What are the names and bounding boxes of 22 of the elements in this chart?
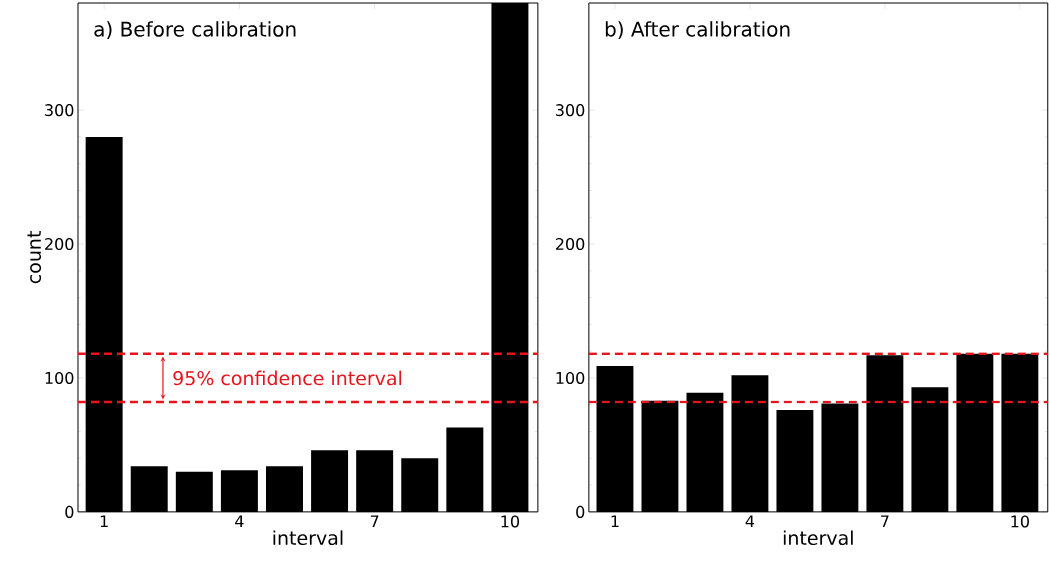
y-tick-label: 200 — [555, 238, 585, 251]
y-axis-title: count — [27, 231, 42, 284]
y-tick-label: 0 — [576, 505, 585, 518]
x-tick-label: 4 — [235, 515, 244, 528]
y-tick-label: 300 — [556, 104, 585, 117]
x-tick-label: 1 — [100, 515, 108, 528]
annotation: 95% confidence interval — [173, 370, 402, 386]
x-tick-label: 10 — [501, 515, 520, 528]
x-axis-title: interval — [783, 530, 853, 546]
y-tick-label: 0 — [65, 505, 74, 518]
y-tick-label: 100 — [45, 371, 74, 385]
y-tick-label: 100 — [556, 371, 585, 385]
x-tick-label: 7 — [370, 515, 379, 528]
x-tick-label: 7 — [881, 515, 889, 528]
x-tick-label: 1 — [611, 515, 619, 528]
text: a) Before calibration — [94, 21, 296, 40]
y-tick-label: 200 — [45, 238, 74, 251]
x-axis-title: interval — [273, 530, 343, 546]
x-tick-label: 10 — [1011, 515, 1029, 528]
x-tick-label: 4 — [745, 515, 755, 528]
y-tick-label: 300 — [45, 104, 74, 117]
text: b) After calibration — [605, 21, 790, 40]
